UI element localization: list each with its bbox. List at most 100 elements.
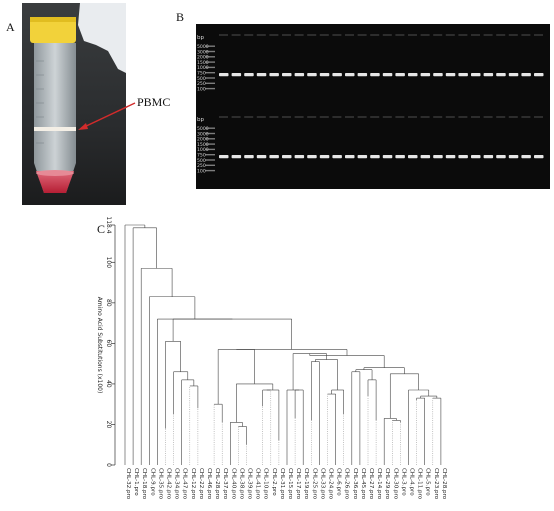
gel-well [521, 116, 531, 118]
sample-band [395, 73, 405, 77]
leaf-label: CHL-33.pro [319, 468, 325, 500]
leaf-label: CHL-19.pro [303, 468, 309, 500]
leaf-label: CHL-39.pro [247, 468, 253, 500]
sample-band [319, 155, 330, 159]
sample-band [370, 73, 380, 77]
gel-well [521, 34, 531, 36]
y-tick-label: 40 [105, 380, 112, 388]
sample-band [471, 73, 481, 77]
leaf-label: CHL-32.pro [125, 468, 131, 500]
sample-band [294, 155, 305, 159]
ladder-value-label: 3000 [197, 131, 209, 137]
y-tick-label: 0 [105, 463, 112, 467]
sample-band [357, 73, 368, 77]
gel-well [332, 34, 342, 36]
ladder-band [205, 77, 215, 79]
leaf-label: CHL-4.pro [409, 468, 415, 496]
gel-well [307, 34, 317, 36]
sample-band [534, 73, 544, 77]
sample-band [496, 155, 506, 159]
sample-band [483, 155, 494, 159]
gel-well [370, 34, 380, 36]
gel-well [382, 34, 392, 36]
ladder-value-label: 750 [197, 153, 206, 159]
gel-well [458, 34, 468, 36]
sample-band [471, 155, 481, 159]
pbmc-tube-photo [22, 3, 126, 205]
sample-band [282, 73, 292, 77]
sample-band [219, 155, 229, 159]
leaf-label: CHL-23.pro [433, 468, 439, 500]
gel-well [231, 116, 241, 118]
ladder-value-label: 1500 [197, 60, 209, 66]
gel-well [357, 34, 367, 36]
ladder-band [205, 143, 215, 145]
gel-well [294, 34, 304, 36]
gel-well [244, 116, 254, 118]
gel-well [332, 116, 342, 118]
leaf-label: CHL-10.pro [263, 468, 269, 500]
gel-background [196, 24, 550, 189]
gel-well [319, 116, 329, 118]
sample-band [282, 155, 292, 159]
ladder-band [205, 66, 215, 69]
gel-well [256, 34, 266, 36]
ladder-value-label: 3000 [197, 49, 209, 55]
sample-band [244, 73, 254, 77]
gel-well [382, 116, 392, 118]
ladder-band [205, 127, 215, 129]
sample-band [219, 73, 229, 77]
sample-band [231, 73, 242, 77]
sample-band [231, 155, 242, 159]
ladder-value-label: 5000 [197, 126, 209, 132]
sample-band [445, 155, 456, 159]
leaf-label: CHL-26.pro [344, 468, 350, 500]
sample-band [382, 155, 393, 159]
leaf-label: CHL-11.pro [417, 468, 423, 500]
gel-well [244, 34, 254, 36]
leaf-label: CHL-6.pro [336, 468, 342, 496]
ladder-value-label: 500 [197, 158, 206, 164]
ladder-value-label: 1000 [197, 147, 209, 153]
gel-well [534, 34, 543, 36]
gel-well [534, 116, 543, 118]
gel-well [282, 116, 291, 118]
ladder-band [205, 45, 215, 47]
ladder-unit-label: bp [197, 117, 204, 123]
ladder-band [205, 164, 215, 166]
sample-band [294, 73, 305, 77]
gel-well [433, 34, 443, 36]
ladder-unit-label: bp [197, 35, 204, 41]
gel-well [269, 34, 279, 36]
leaf-label: CHL-45.pro [360, 468, 366, 500]
leaf-label: CHL-22.pro [198, 468, 204, 500]
sample-band [408, 73, 418, 77]
ladder-value-label: 2000 [197, 55, 209, 61]
leaf-label: CHL-31.pro [279, 468, 285, 500]
gel-well [345, 116, 354, 118]
gel-well [231, 34, 241, 36]
gel-well [319, 34, 329, 36]
ladder-value-label: 750 [197, 71, 206, 77]
sample-band [370, 155, 380, 159]
ladder-band [205, 148, 215, 151]
sample-band [395, 155, 405, 159]
leaf-label: CHL-41.pro [255, 468, 261, 500]
leaf-label: CHL-2.pro [271, 468, 277, 496]
ladder-value-label: 5000 [197, 44, 209, 50]
ladder-value-label: 500 [197, 76, 206, 82]
leaf-label: CHL-18.pro [141, 468, 147, 500]
gel-well [370, 116, 380, 118]
sample-band [345, 73, 355, 77]
sample-band [244, 155, 254, 159]
ladder-band [205, 50, 215, 53]
sample-band [332, 73, 342, 77]
ladder-band [205, 87, 215, 90]
sample-band [521, 73, 531, 77]
panel-letter-c: C [97, 222, 106, 236]
leaf-label: CHL-1.pro [133, 468, 139, 496]
gel-well [483, 34, 493, 36]
sample-band [433, 73, 443, 77]
sample-band [521, 155, 531, 159]
ladder-band [205, 61, 215, 63]
